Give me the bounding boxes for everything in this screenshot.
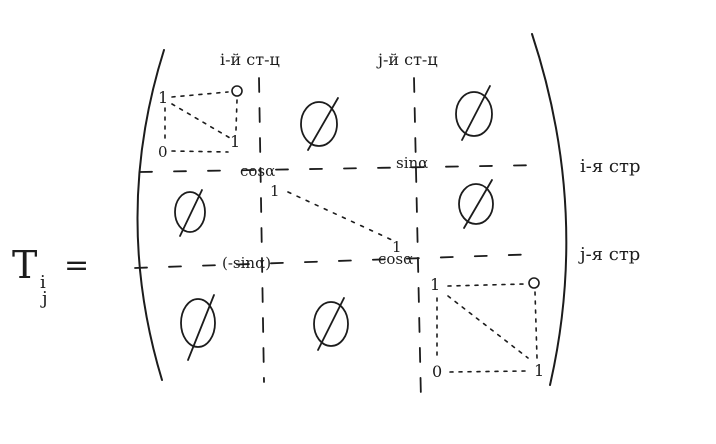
middle-diagonal-dots bbox=[287, 191, 393, 241]
bottom-right-dots-right bbox=[534, 291, 538, 359]
matrix-subscript-i: i bbox=[40, 272, 46, 293]
j-one: 1 bbox=[392, 238, 402, 256]
top-left-dots-top bbox=[171, 91, 229, 98]
bottom-right-dots-bottom bbox=[449, 370, 526, 373]
bottom-right-dots-diagonal bbox=[447, 295, 529, 359]
cos-entry-bottom: cosα bbox=[378, 250, 413, 268]
bottom-right-dots-top bbox=[447, 283, 525, 287]
cos-entry-top: cosα bbox=[240, 162, 275, 180]
bottom-right-one-lower: 1 bbox=[534, 361, 544, 380]
bottom-right-zero-right bbox=[528, 277, 540, 289]
top-left-zero-lower: 0 bbox=[158, 143, 168, 161]
null-block-middle-right bbox=[458, 179, 494, 229]
middle-one: 1 bbox=[270, 182, 280, 200]
right-parenthesis bbox=[531, 33, 568, 386]
null-block-top-middle bbox=[300, 97, 339, 151]
matrix-subscript-j: j bbox=[40, 288, 48, 309]
bottom-right-one-upper: 1 bbox=[430, 275, 440, 294]
row-guide-j bbox=[134, 253, 541, 269]
null-block-bottom-left bbox=[180, 294, 216, 361]
top-left-one-upper: 1 bbox=[158, 88, 168, 107]
column-label-i: i-й ст-ц bbox=[220, 50, 280, 69]
null-block-top-right bbox=[455, 85, 493, 141]
row-label-j: j-я стр bbox=[578, 244, 640, 265]
top-left-dots-diagonal bbox=[171, 103, 231, 139]
top-left-one-lower: 1 bbox=[230, 132, 240, 151]
sin-entry-top: sinα bbox=[396, 154, 428, 172]
left-parenthesis bbox=[136, 49, 165, 381]
column-guide-i bbox=[258, 77, 265, 383]
top-left-dots-right bbox=[235, 99, 238, 131]
row-label-i: i-я стр bbox=[580, 156, 640, 177]
bottom-right-zero-lower: 0 bbox=[432, 362, 442, 381]
top-left-zero-right bbox=[231, 85, 243, 97]
top-left-dots-bottom bbox=[171, 150, 229, 153]
null-block-middle-left bbox=[174, 189, 206, 237]
minus-sin-entry: (-sinα) bbox=[222, 254, 271, 272]
row-guide-i bbox=[139, 164, 546, 173]
equals-sign: = bbox=[64, 248, 89, 283]
column-label-j: j-й ст-ц bbox=[376, 50, 438, 69]
null-block-bottom-middle bbox=[313, 297, 349, 351]
matrix-symbol: T bbox=[12, 243, 37, 287]
column-guide-j bbox=[413, 77, 422, 401]
